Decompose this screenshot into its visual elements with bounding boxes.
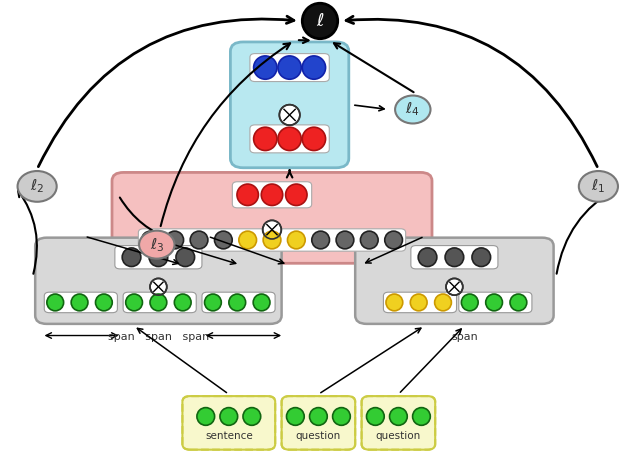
Ellipse shape bbox=[190, 231, 208, 249]
Ellipse shape bbox=[461, 294, 478, 311]
Ellipse shape bbox=[253, 127, 277, 151]
FancyBboxPatch shape bbox=[355, 238, 554, 324]
Text: $\ell_1$: $\ell_1$ bbox=[591, 178, 605, 195]
Ellipse shape bbox=[122, 248, 141, 267]
FancyArrowPatch shape bbox=[346, 16, 597, 167]
Text: span: span bbox=[451, 332, 477, 342]
Ellipse shape bbox=[278, 56, 301, 79]
Ellipse shape bbox=[205, 294, 221, 311]
Ellipse shape bbox=[71, 294, 88, 311]
FancyBboxPatch shape bbox=[35, 238, 282, 324]
Ellipse shape bbox=[150, 294, 167, 311]
Ellipse shape bbox=[261, 184, 283, 206]
Ellipse shape bbox=[312, 231, 330, 249]
Ellipse shape bbox=[435, 294, 451, 311]
FancyBboxPatch shape bbox=[411, 246, 498, 269]
Ellipse shape bbox=[287, 408, 304, 425]
Ellipse shape bbox=[472, 248, 491, 267]
Ellipse shape bbox=[333, 408, 350, 425]
Ellipse shape bbox=[239, 231, 257, 249]
Ellipse shape bbox=[243, 408, 260, 425]
Ellipse shape bbox=[413, 408, 430, 425]
Ellipse shape bbox=[336, 231, 354, 249]
Ellipse shape bbox=[176, 248, 195, 267]
Ellipse shape bbox=[125, 294, 143, 311]
Ellipse shape bbox=[418, 248, 437, 267]
Ellipse shape bbox=[302, 56, 326, 79]
Ellipse shape bbox=[446, 278, 463, 295]
Ellipse shape bbox=[386, 294, 403, 311]
Ellipse shape bbox=[302, 3, 338, 39]
Ellipse shape bbox=[139, 231, 175, 259]
FancyBboxPatch shape bbox=[123, 292, 196, 313]
Ellipse shape bbox=[197, 408, 214, 425]
Ellipse shape bbox=[579, 171, 618, 202]
Ellipse shape bbox=[263, 231, 281, 249]
FancyBboxPatch shape bbox=[250, 125, 329, 153]
Ellipse shape bbox=[395, 96, 431, 123]
Text: $\ell_3$: $\ell_3$ bbox=[150, 236, 164, 254]
Ellipse shape bbox=[385, 231, 403, 249]
Ellipse shape bbox=[390, 408, 407, 425]
FancyBboxPatch shape bbox=[232, 182, 312, 208]
FancyBboxPatch shape bbox=[182, 396, 275, 450]
FancyBboxPatch shape bbox=[138, 229, 406, 251]
Ellipse shape bbox=[229, 294, 246, 311]
Ellipse shape bbox=[214, 231, 232, 249]
Text: $\ell_4$: $\ell_4$ bbox=[406, 101, 420, 118]
Ellipse shape bbox=[47, 294, 63, 311]
Ellipse shape bbox=[166, 231, 184, 249]
FancyArrowPatch shape bbox=[38, 16, 294, 167]
Text: question: question bbox=[296, 432, 341, 441]
Text: $\ell_2$: $\ell_2$ bbox=[30, 178, 44, 195]
Ellipse shape bbox=[360, 231, 378, 249]
FancyArrowPatch shape bbox=[161, 43, 290, 226]
FancyArrowPatch shape bbox=[557, 189, 616, 274]
Ellipse shape bbox=[510, 294, 527, 311]
FancyArrowPatch shape bbox=[18, 191, 37, 274]
Ellipse shape bbox=[150, 278, 167, 295]
Text: $\ell$: $\ell$ bbox=[316, 12, 324, 30]
Ellipse shape bbox=[149, 248, 168, 267]
FancyBboxPatch shape bbox=[112, 172, 432, 263]
Ellipse shape bbox=[253, 56, 277, 79]
Ellipse shape bbox=[278, 127, 301, 151]
Ellipse shape bbox=[220, 408, 237, 425]
Ellipse shape bbox=[310, 408, 327, 425]
Ellipse shape bbox=[17, 171, 57, 202]
FancyBboxPatch shape bbox=[230, 42, 349, 168]
Ellipse shape bbox=[410, 294, 427, 311]
Ellipse shape bbox=[367, 408, 384, 425]
FancyBboxPatch shape bbox=[44, 292, 117, 313]
Ellipse shape bbox=[262, 220, 282, 239]
FancyBboxPatch shape bbox=[250, 54, 329, 82]
Ellipse shape bbox=[141, 231, 159, 249]
Ellipse shape bbox=[445, 248, 464, 267]
Ellipse shape bbox=[302, 127, 326, 151]
FancyBboxPatch shape bbox=[202, 292, 275, 313]
Ellipse shape bbox=[287, 231, 305, 249]
FancyBboxPatch shape bbox=[115, 246, 202, 269]
Ellipse shape bbox=[279, 105, 300, 125]
FancyBboxPatch shape bbox=[282, 396, 355, 450]
Ellipse shape bbox=[95, 294, 112, 311]
FancyBboxPatch shape bbox=[362, 396, 435, 450]
Ellipse shape bbox=[285, 184, 307, 206]
FancyBboxPatch shape bbox=[459, 292, 532, 313]
Ellipse shape bbox=[486, 294, 502, 311]
Ellipse shape bbox=[253, 294, 270, 311]
Text: span   span   span: span span span bbox=[108, 332, 209, 342]
FancyBboxPatch shape bbox=[383, 292, 456, 313]
Text: question: question bbox=[376, 432, 421, 441]
Ellipse shape bbox=[237, 184, 259, 206]
FancyArrowPatch shape bbox=[120, 198, 172, 240]
Ellipse shape bbox=[174, 294, 191, 311]
Text: sentence: sentence bbox=[205, 432, 253, 441]
